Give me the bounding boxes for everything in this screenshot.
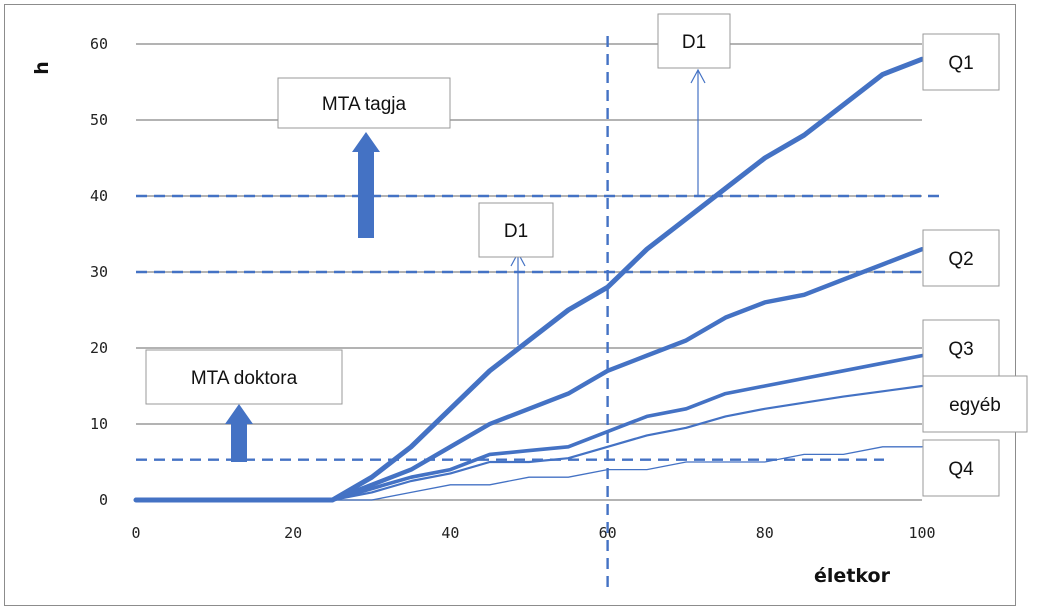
y-axis-title: h [31,61,53,75]
annotation-boxes: MTA tagja MTA doktora D1 D1 Q1 Q2 Q3 egyéb Q4 [145,13,1028,497]
annotation-mta-tagja-box [277,77,451,129]
series-label-q4-box [922,439,1000,497]
x-tick-label: 80 [756,524,774,542]
series-label-q2-text: Q2 [948,249,973,270]
x-tick-label: 0 [131,524,140,542]
series-line-Q2 [133,246,925,503]
series-label-q1-box [922,33,1000,91]
series-line-Q1 [133,56,925,503]
d1-upper-arrow-head [690,68,706,84]
mta-tagja-arrow [352,132,380,238]
y-tick-label: 0 [99,491,108,509]
series-label-q3-text: Q3 [948,339,973,360]
x-tick-label: 60 [599,524,617,542]
line-chart: 0 10 20 30 40 50 60 0 20 40 60 80 100 MTA tagja MTA d… [31,13,1028,592]
y-tick-label: 60 [90,35,108,53]
x-tick-label: 20 [284,524,302,542]
series-line-egyéb [134,384,924,502]
annotation-d1-upper-box [657,13,731,69]
annotation-d1-lower-text: D1 [504,221,528,242]
annotation-d1-lower-box [478,202,554,258]
y-tick-label: 30 [90,263,108,281]
tick-labels: 0 10 20 30 40 50 60 0 20 40 60 80 100 [90,35,936,542]
series-label-q4-text: Q4 [948,459,974,480]
annotation-mta-doktora-box [145,349,343,405]
series-label-q3-box [922,319,1000,377]
series-label-egyeb-box [922,375,1028,433]
series-lines [133,56,925,503]
annotation-mta-doktora-text: MTA doktora [191,368,298,389]
annotation-mta-tagja-text: MTA tagja [322,94,407,115]
y-tick-label: 10 [90,415,108,433]
y-tick-label: 50 [90,111,108,129]
annotation-arrows [225,68,706,462]
y-tick-label: 40 [90,187,108,205]
mta-doktora-arrow [225,404,253,462]
series-label-q1-text: Q1 [948,53,973,74]
x-tick-label: 100 [908,524,935,542]
y-tick-label: 20 [90,339,108,357]
series-label-q2-box [922,229,1000,287]
x-tick-label: 40 [441,524,459,542]
x-axis-title: életkor [814,565,891,587]
series-label-egyeb-text: egyéb [949,395,1001,416]
series-line-Q4 [135,446,923,501]
reference-lines [136,36,942,592]
annotation-d1-upper-text: D1 [682,32,706,53]
series-line-Q3 [134,353,924,502]
